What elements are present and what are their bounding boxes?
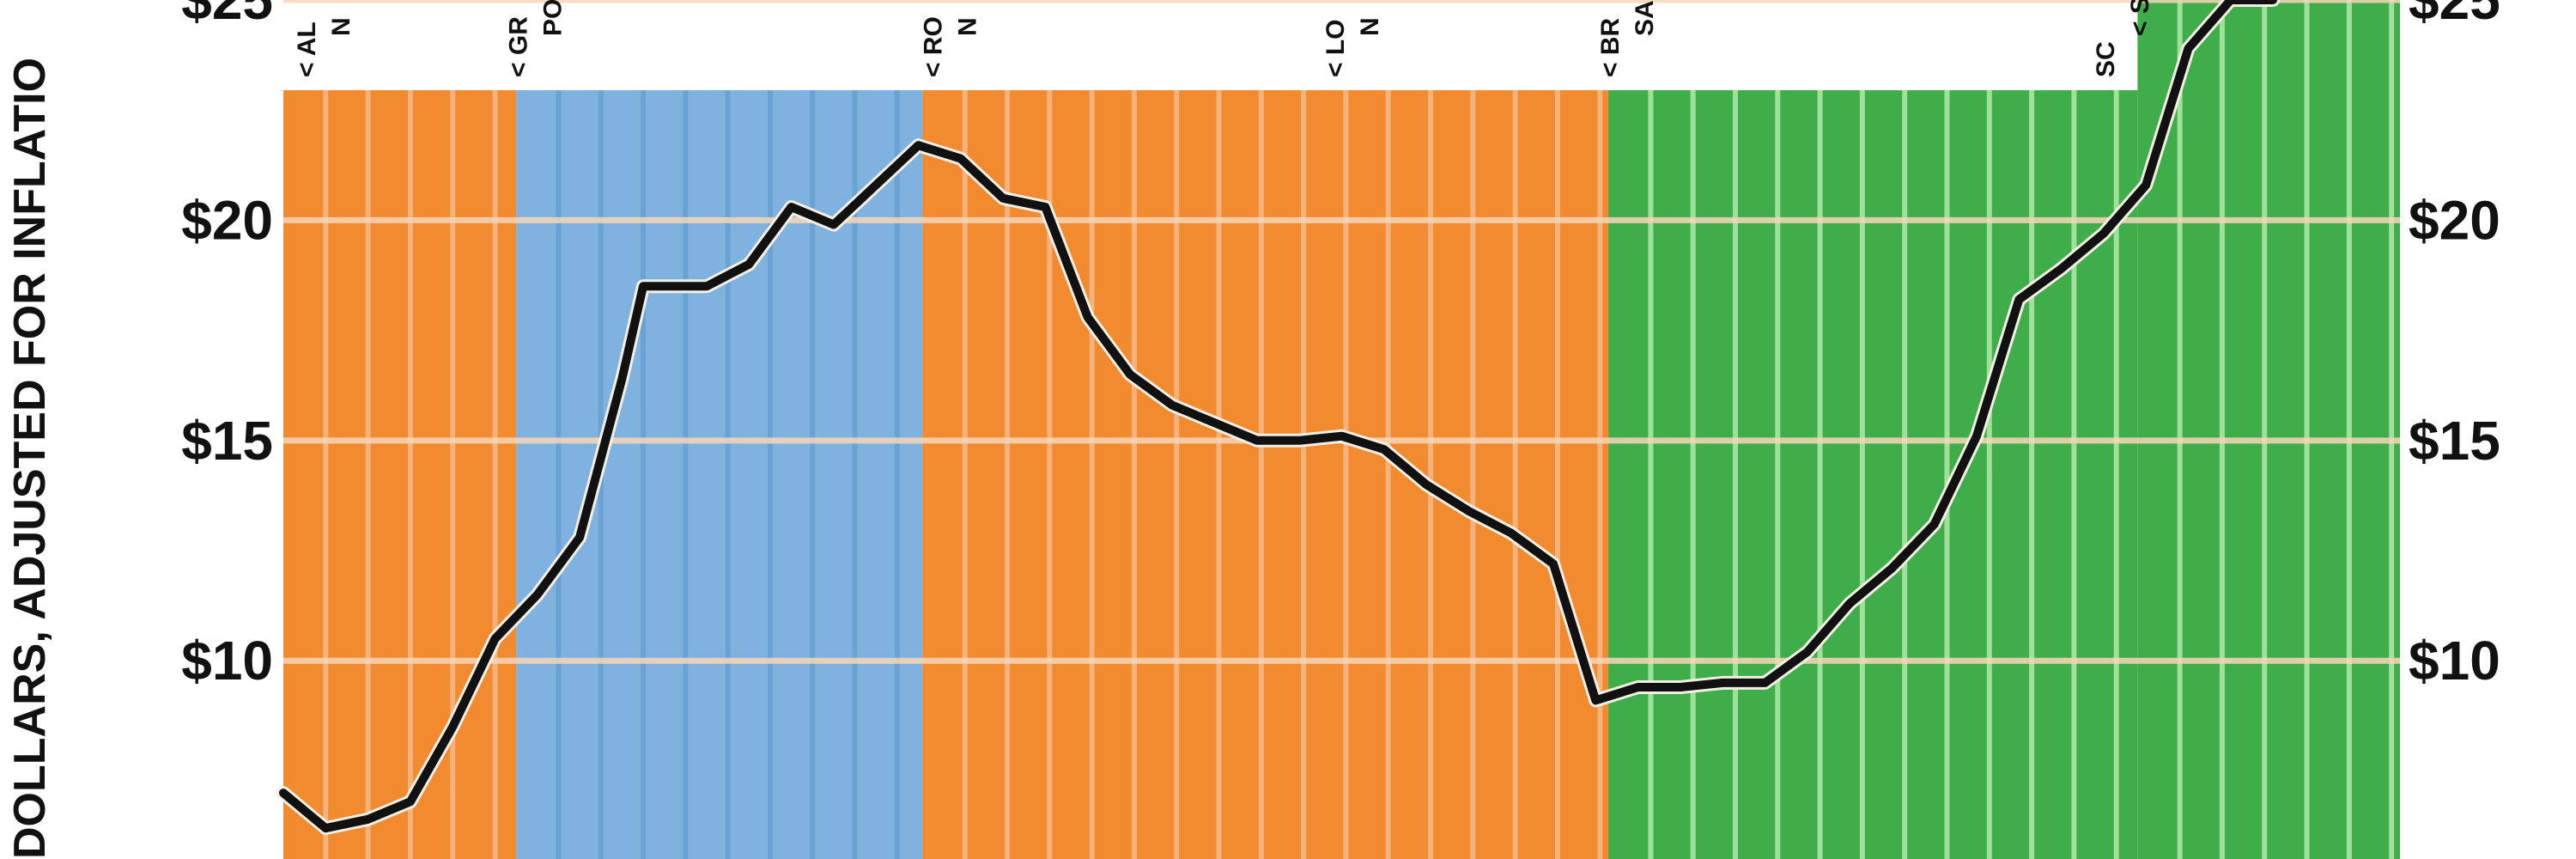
series-line-1 — [279, 0, 2278, 833]
annotation-5-line1: < BR — [1596, 17, 1625, 77]
annotation-1-line1: < AL — [293, 21, 321, 77]
column-stripes — [323, 0, 2395, 859]
annotation-4-line1: < LO — [1321, 19, 1350, 77]
annotations: < AL N < GR PO < RO N < LO N < BR SA SC< SA — [293, 0, 2154, 77]
annotation-3-line1: < RO — [919, 16, 947, 77]
annotation-1-line2: N — [327, 17, 355, 36]
y-tick-right-25: $25 — [2409, 0, 2500, 31]
y-tick-left-25: $25 — [181, 0, 273, 31]
annotation-2-line1: < GR — [504, 16, 532, 77]
annotation-6-line2: < SA — [2126, 0, 2154, 36]
era-band-1 — [283, 90, 517, 859]
annotation-6-line1: SC — [2092, 41, 2120, 77]
y-tick-right-10: $10 — [2409, 630, 2500, 691]
era-band-4 — [1608, 90, 2138, 859]
annotation-3-line2: N — [953, 17, 981, 36]
annotation-5-line2: SA — [1631, 0, 1659, 36]
series-lines — [276, 0, 2281, 836]
annotation-2-line2: PO — [538, 0, 567, 36]
y-tick-labels-left: $25 $20 $15 $10 — [181, 0, 273, 691]
y-tick-left-15: $15 — [181, 410, 273, 472]
era-band-5 — [2137, 0, 2400, 859]
y-tick-left-20: $20 — [181, 189, 273, 251]
y-tick-labels-right: $25 $20 $15 $10 — [2409, 0, 2500, 691]
y-tick-right-15: $15 — [2409, 410, 2500, 472]
y-axis-label: DOLLARS, ADJUSTED FOR INFLATIO — [5, 58, 55, 859]
annotation-4-line2: N — [1356, 17, 1384, 36]
y-tick-right-20: $20 — [2409, 189, 2500, 251]
y-tick-left-10: $10 — [181, 630, 273, 691]
